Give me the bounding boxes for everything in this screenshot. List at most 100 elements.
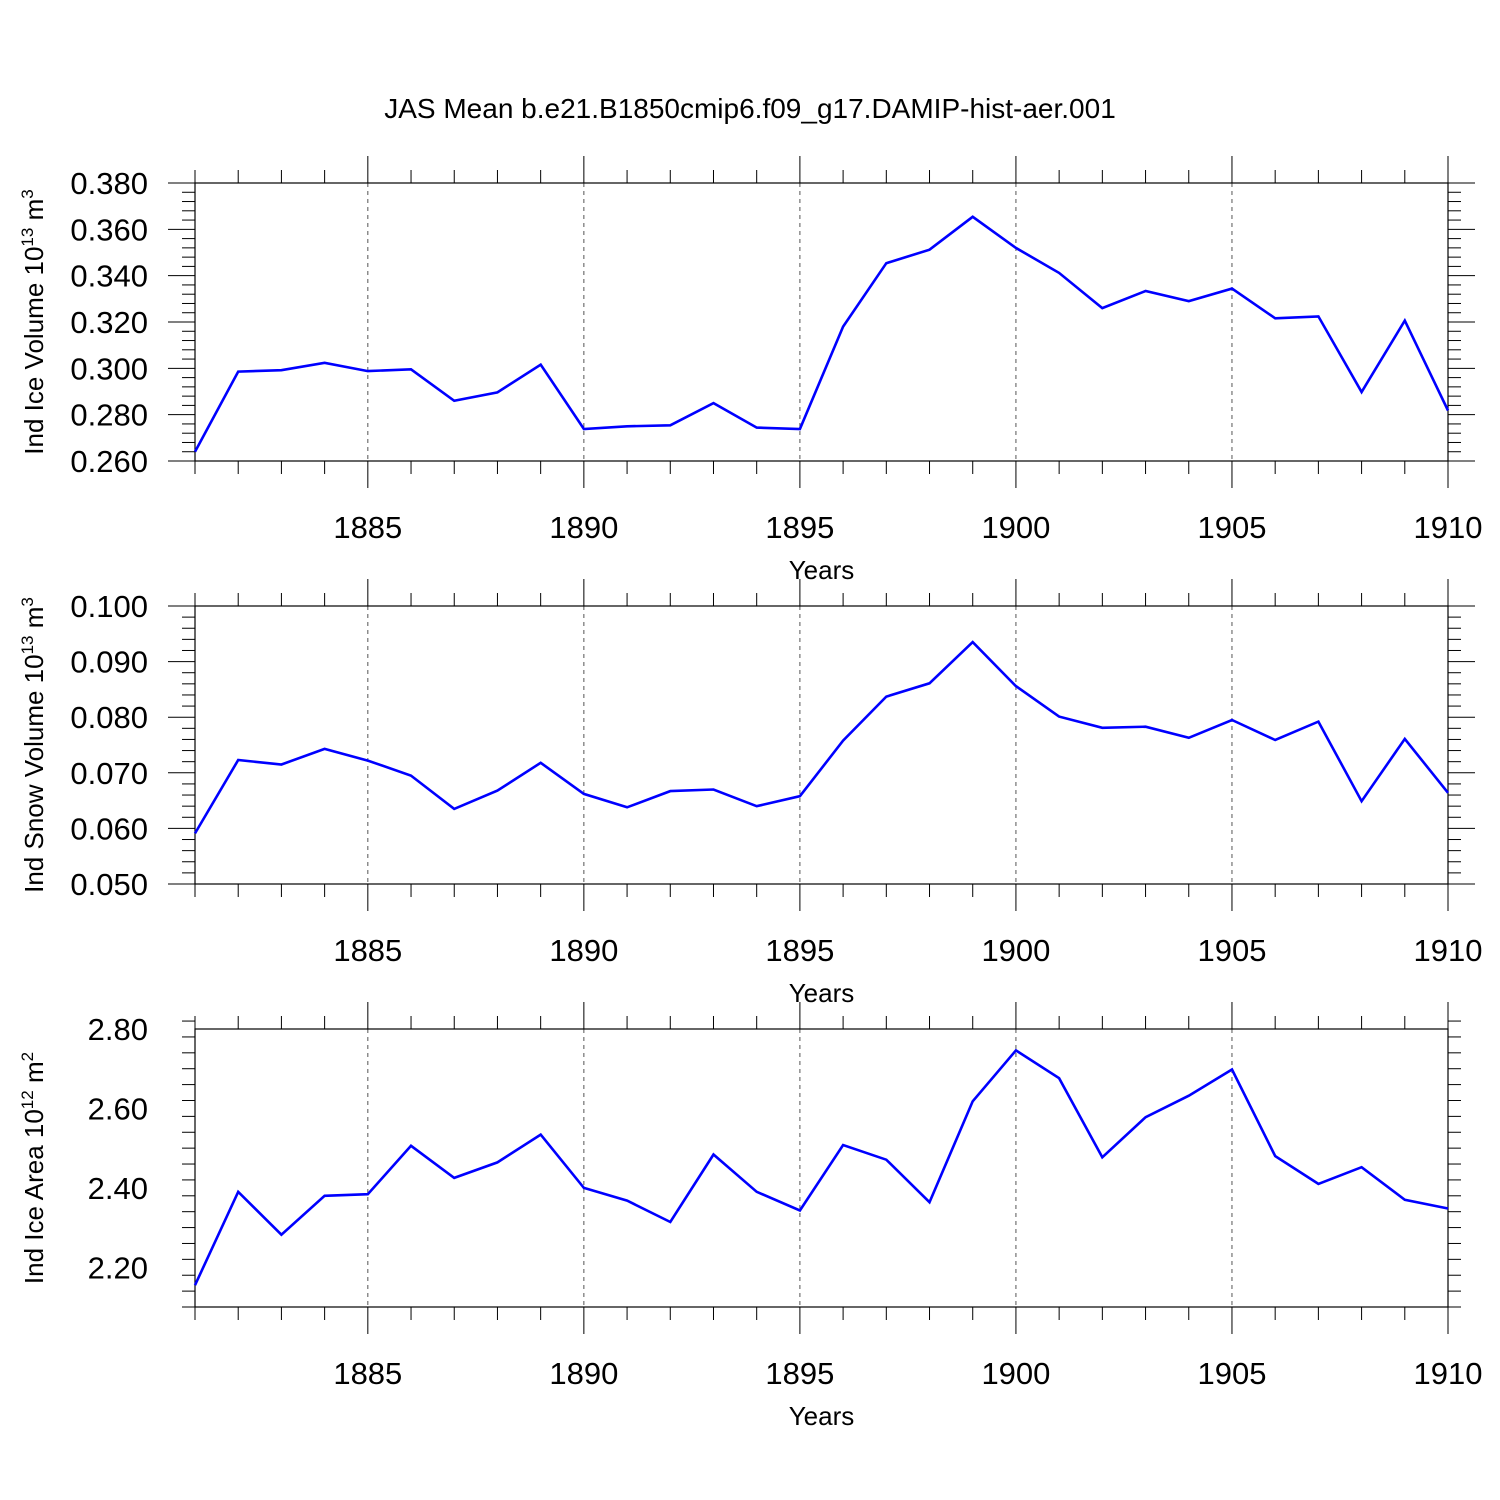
y-tick-label: 2.20: [88, 1250, 148, 1285]
data-point: [279, 1233, 283, 1237]
data-point: [668, 1220, 672, 1224]
y-tick-label: 0.340: [70, 259, 148, 294]
data-point: [279, 368, 283, 372]
y-axis-label-space: [19, 220, 49, 227]
y-tick-label: 0.380: [70, 166, 148, 201]
data-point: [323, 1194, 327, 1198]
data-point: [452, 1176, 456, 1180]
data-point: [711, 1152, 715, 1156]
x-tick-label: 1905: [1197, 1356, 1266, 1391]
data-point: [1403, 319, 1407, 323]
panels: 0.260 0.280 0.300 0.320 0.340 0.360 0.380 1885 1…: [18, 156, 1482, 1431]
data-point: [1144, 1115, 1148, 1119]
y-axis-label-exponent: 13: [18, 635, 37, 654]
data-point: [1057, 271, 1061, 275]
data-point: [1100, 726, 1104, 730]
data-point: [539, 1133, 543, 1137]
x-axis-label: Years: [789, 555, 855, 585]
y-axis-label: Ind Snow Volume 1013 m3: [18, 597, 49, 893]
data-point: [884, 1158, 888, 1162]
figure-title: JAS Mean b.e21.B1850cmip6.f09_g17.DAMIP-…: [384, 93, 1116, 124]
data-point: [755, 426, 759, 430]
x-tick-label: 1905: [1197, 510, 1266, 545]
data-point: [625, 1199, 629, 1203]
y-tick-label: 0.280: [70, 398, 148, 433]
y-tick-label: 0.360: [70, 212, 148, 247]
data-point: [1403, 737, 1407, 741]
data-point: [1403, 1198, 1407, 1202]
y-tick-label: 0.090: [70, 645, 148, 680]
plot-frame: [194, 605, 1449, 885]
data-point: [452, 399, 456, 403]
data-point: [539, 761, 543, 765]
x-tick-label: 1890: [549, 1356, 618, 1391]
data-point: [1230, 287, 1234, 291]
y-axis-label-exponent: 13: [18, 228, 37, 247]
data-point: [582, 792, 586, 796]
data-point: [366, 369, 370, 373]
data-point: [1057, 1076, 1061, 1080]
data-point: [495, 789, 499, 793]
data-point: [1230, 1068, 1234, 1072]
y-axis-label-exponent: 12: [18, 1090, 37, 1109]
y-axis-label: Ind Ice Area 1012 m2: [18, 1052, 49, 1284]
x-tick-label: 1900: [981, 933, 1050, 968]
data-point: [366, 759, 370, 763]
y-axis-label-unit-exponent: 3: [18, 189, 37, 198]
data-point: [798, 427, 802, 431]
data-point: [1014, 684, 1018, 688]
x-tick-label: 1900: [981, 510, 1050, 545]
data-point: [841, 325, 845, 329]
data-point: [1100, 306, 1104, 310]
data-point: [236, 1190, 240, 1194]
data-point: [323, 747, 327, 751]
y-tick-label: 0.070: [70, 756, 148, 791]
y-axis-label-space: [19, 628, 49, 635]
data-point: [236, 370, 240, 374]
x-tick-label: 1895: [765, 933, 834, 968]
data-point: [755, 1190, 759, 1194]
data-point: [1187, 299, 1191, 303]
data-point: [971, 640, 975, 644]
data-point: [971, 215, 975, 219]
y-tick-label: 0.060: [70, 811, 148, 846]
x-tick-label: 1890: [549, 510, 618, 545]
panel-3: 2.20 2.40 2.60 2.80 1885 1890 1895 1900 1905 1910…: [18, 1002, 1482, 1431]
data-point: [841, 1143, 845, 1147]
data-point: [1273, 738, 1277, 742]
x-tick-label: 1885: [333, 1356, 402, 1391]
y-axis-label-unit: m: [19, 607, 49, 629]
plot-frame: [194, 1028, 1449, 1308]
y-axis-label-main: Ind Ice Volume 10: [19, 247, 49, 455]
data-point: [755, 804, 759, 808]
data-point: [193, 450, 197, 454]
x-tick-label: 1890: [549, 933, 618, 968]
data-point: [1273, 316, 1277, 320]
data-point: [495, 1160, 499, 1164]
data-point: [1057, 715, 1061, 719]
data-point: [1360, 1165, 1364, 1169]
x-tick-label: 1910: [1414, 510, 1483, 545]
y-axis-label-unit: m: [19, 1061, 49, 1083]
data-point: [193, 831, 197, 835]
x-tick-label: 1910: [1414, 1356, 1483, 1391]
data-point: [798, 794, 802, 798]
y-axis-label: Ind Ice Volume 1013 m3: [18, 189, 49, 454]
data-point: [1273, 1154, 1277, 1158]
data-point: [668, 789, 672, 793]
data-point: [711, 787, 715, 791]
data-point: [1014, 246, 1018, 250]
x-axis-label: Years: [789, 978, 855, 1008]
data-point: [1187, 1094, 1191, 1098]
x-tick-label: 1895: [765, 1356, 834, 1391]
data-point: [1316, 314, 1320, 318]
data-point: [582, 427, 586, 431]
data-point: [1230, 718, 1234, 722]
data-point: [193, 1283, 197, 1287]
data-point: [1360, 390, 1364, 394]
data-point: [1446, 1207, 1450, 1211]
series-line: [193, 215, 1450, 453]
data-point: [1144, 725, 1148, 729]
data-point: [625, 424, 629, 428]
data-point: [236, 758, 240, 762]
